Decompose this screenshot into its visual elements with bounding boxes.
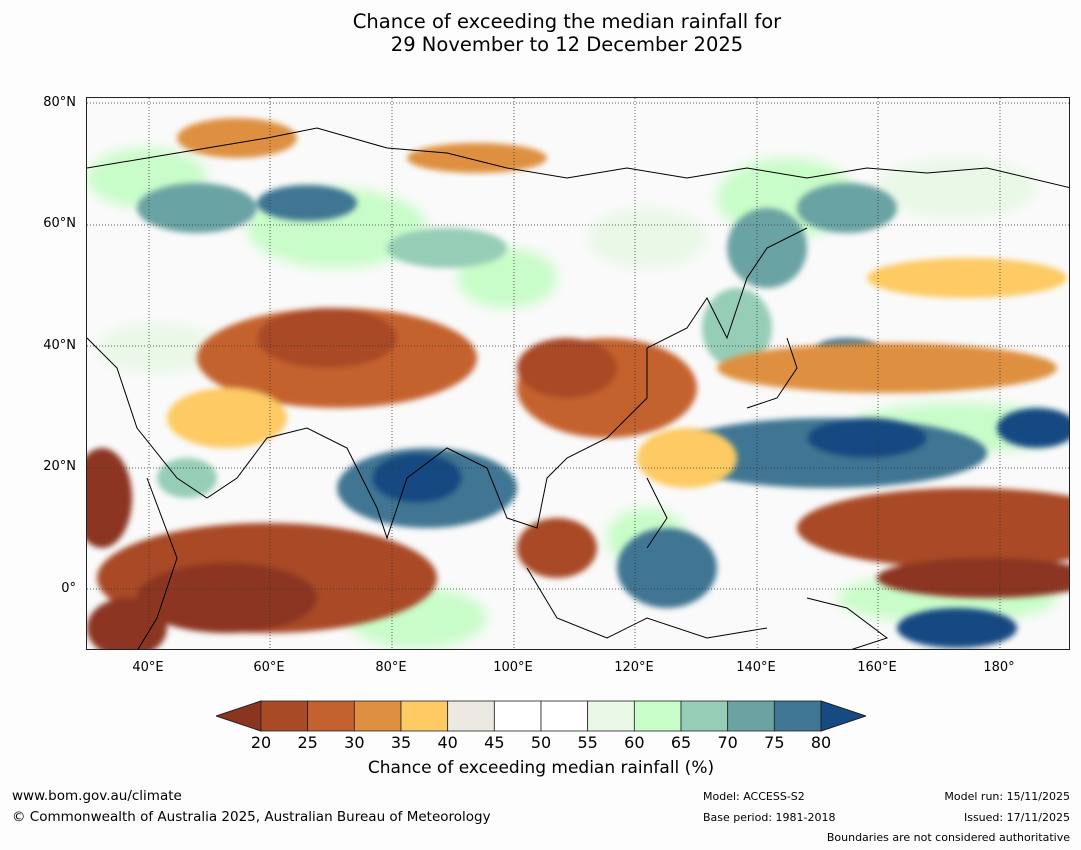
lat-label-60n: 60°N — [43, 216, 76, 231]
website-link[interactable]: www.bom.gov.au/climate — [12, 788, 182, 804]
colorbar-tick-label: 30 — [344, 733, 365, 752]
lon-label-60e: 60°E — [253, 660, 285, 675]
lat-label-80n: 80°N — [43, 95, 76, 110]
copyright-text: © Commonwealth of Australia 2025, Austra… — [12, 809, 491, 825]
disclaimer-text: Boundaries are not considered authoritat… — [826, 831, 1070, 844]
colorbar-tick-label: 75 — [764, 733, 785, 752]
colorbar-cell — [307, 700, 355, 732]
colorbar-tick-label: 35 — [390, 733, 412, 752]
lon-label-120e: 120°E — [614, 660, 654, 675]
colorbar-tick-label: 60 — [624, 733, 645, 752]
colorbar-tick-label: 70 — [717, 733, 738, 752]
graticule — [87, 98, 1069, 649]
dry-areas — [87, 118, 1069, 649]
colorbar-cell — [493, 700, 542, 732]
base-period-text: Base period: 1981-2018 — [703, 811, 836, 824]
colorbar-tick-label: 50 — [530, 733, 552, 752]
colorbar-cell — [587, 700, 635, 732]
colorbar-tick-label: 45 — [484, 733, 505, 752]
lon-label-80e: 80°E — [375, 660, 407, 675]
colorbar-extend-high — [820, 700, 866, 732]
colorbar-tick-label: 40 — [437, 733, 458, 752]
colorbar-tick-label: 20 — [250, 733, 272, 752]
map-title: Chance of exceeding the median rainfall … — [0, 10, 1081, 56]
colorbar-cell — [260, 700, 309, 732]
colorbar-extend-low — [216, 700, 262, 732]
colorbar-cell — [773, 700, 822, 732]
colorbar-tick-label: 55 — [577, 733, 598, 752]
colorbar-label: Chance of exceeding median rainfall (%) — [367, 758, 715, 778]
lon-label-140e: 140°E — [736, 660, 776, 675]
coastlines — [87, 127, 1069, 649]
colorbar-cell — [633, 700, 682, 732]
lon-label-40e: 40°E — [132, 660, 164, 675]
model-text: Model: ACCESS-S2 — [703, 790, 805, 803]
rainfall-map-svg — [87, 98, 1069, 649]
colorbar-tick-label: 25 — [297, 733, 318, 752]
model-run-text: Model run: 15/11/2025 — [944, 790, 1070, 803]
lon-label-100e: 100°E — [493, 660, 533, 675]
colorbar-cell — [540, 700, 589, 732]
title-line-2: 29 November to 12 December 2025 — [390, 33, 744, 56]
colorbar-cell — [680, 700, 729, 732]
colorbar-tick-label: 80 — [810, 733, 832, 752]
colorbar — [216, 700, 866, 732]
colorbar-cell — [447, 700, 495, 732]
lat-label-20n: 20°N — [43, 459, 76, 474]
colorbar-cell — [353, 700, 402, 732]
lat-label-0: 0° — [61, 581, 76, 596]
wet-areas — [137, 183, 1069, 648]
title-line-1: Chance of exceeding the median rainfall … — [352, 10, 782, 33]
colorbar-tick-label: 65 — [670, 733, 692, 752]
lat-label-40n: 40°N — [43, 338, 76, 353]
lon-label-180: 180° — [983, 660, 1015, 675]
lon-label-160e: 160°E — [857, 660, 897, 675]
colorbar-cell — [400, 700, 449, 732]
colorbar-cell — [727, 700, 775, 732]
issued-text: Issued: 17/11/2025 — [963, 811, 1070, 824]
rainfall-map — [86, 97, 1070, 650]
